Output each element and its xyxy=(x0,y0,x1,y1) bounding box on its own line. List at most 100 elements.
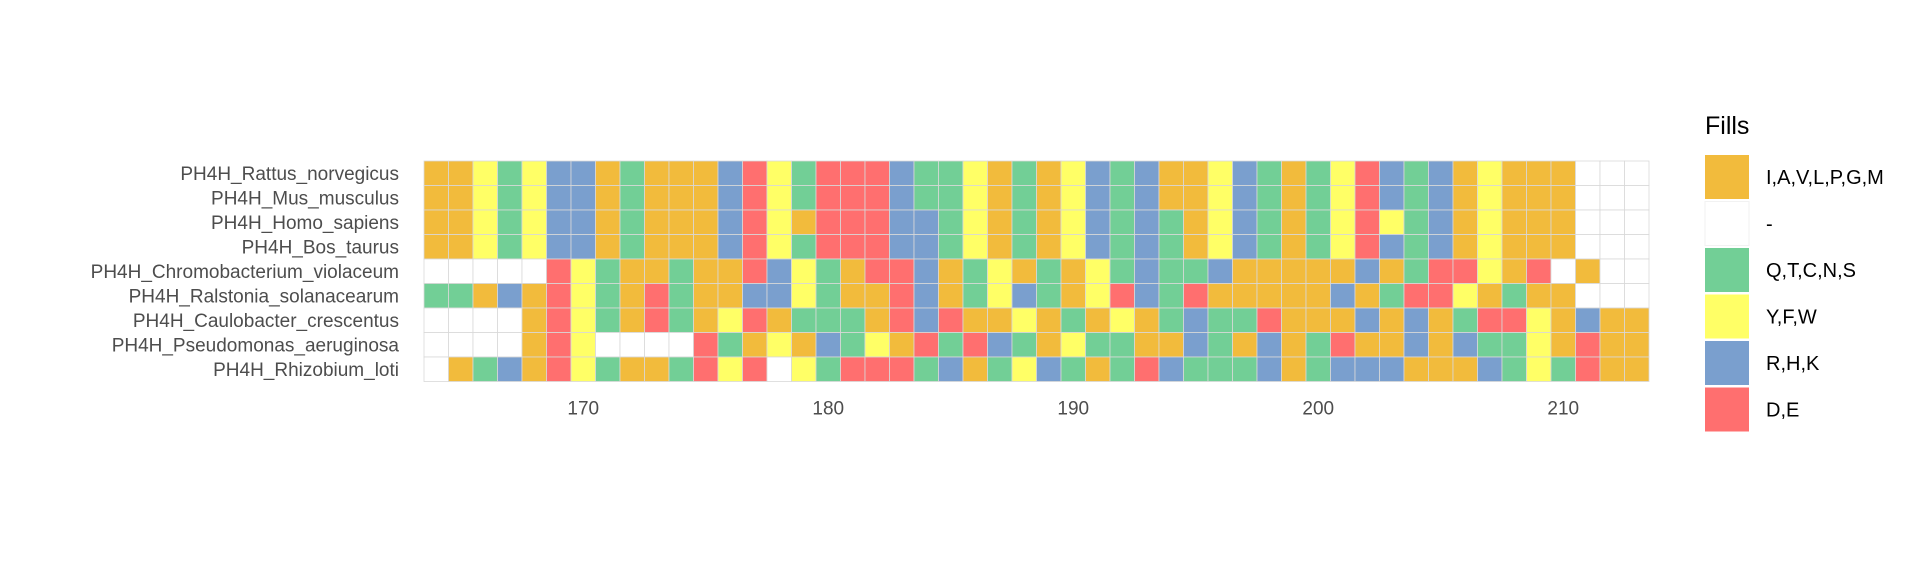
heatmap-cell xyxy=(448,283,474,309)
heatmap-cell xyxy=(1036,209,1062,235)
heatmap-cell xyxy=(521,307,547,333)
heatmap-cell xyxy=(595,307,621,333)
heatmap-cell xyxy=(1624,332,1650,358)
heatmap-cell xyxy=(1624,283,1650,309)
heatmap-cell xyxy=(497,160,523,186)
heatmap-cell xyxy=(1501,332,1527,358)
heatmap-cell xyxy=(1305,209,1331,235)
heatmap-cell xyxy=(1036,283,1062,309)
heatmap-cell xyxy=(1526,307,1552,333)
heatmap-cell xyxy=(1599,307,1625,333)
heatmap-cell xyxy=(742,234,768,260)
heatmap-cell xyxy=(1477,160,1503,186)
heatmap-cell xyxy=(1550,185,1576,211)
row-label: PH4H_Rattus_norvegicus xyxy=(180,164,399,185)
heatmap-cell xyxy=(791,356,817,382)
heatmap-cell xyxy=(1550,332,1576,358)
heatmap-cell xyxy=(864,160,890,186)
heatmap-cell xyxy=(668,209,694,235)
legend-key xyxy=(1705,341,1749,385)
heatmap-cell xyxy=(864,356,890,382)
heatmap-cell xyxy=(1477,356,1503,382)
heatmap-cell xyxy=(1060,185,1086,211)
heatmap-cell xyxy=(1134,185,1160,211)
heatmap-cell xyxy=(472,356,498,382)
heatmap-cell xyxy=(742,209,768,235)
heatmap-cell xyxy=(962,258,988,284)
heatmap-cell xyxy=(1403,283,1429,309)
heatmap-cell xyxy=(1428,356,1454,382)
heatmap-cell xyxy=(864,307,890,333)
row-label: PH4H_Bos_taurus xyxy=(242,237,399,258)
heatmap-cell xyxy=(791,307,817,333)
heatmap-cell xyxy=(717,356,743,382)
heatmap-cell xyxy=(913,332,939,358)
heatmap-cell xyxy=(1526,185,1552,211)
heatmap-cell xyxy=(1305,307,1331,333)
heatmap-cell xyxy=(962,234,988,260)
heatmap-cell xyxy=(668,356,694,382)
heatmap-cell xyxy=(938,160,964,186)
heatmap-cell xyxy=(913,160,939,186)
heatmap-cell xyxy=(423,283,449,309)
heatmap-cell xyxy=(987,160,1013,186)
heatmap-cell xyxy=(472,160,498,186)
heatmap-cell xyxy=(766,185,792,211)
heatmap-cell xyxy=(1403,258,1429,284)
heatmap-cell xyxy=(1207,332,1233,358)
heatmap-cell xyxy=(1158,283,1184,309)
heatmap-cell xyxy=(864,209,890,235)
heatmap-cell xyxy=(1550,160,1576,186)
heatmap-cell xyxy=(1109,185,1135,211)
heatmap-cell xyxy=(1085,332,1111,358)
heatmap-cell xyxy=(644,283,670,309)
heatmap-cell xyxy=(1599,209,1625,235)
heatmap-cell xyxy=(644,160,670,186)
heatmap-cell xyxy=(717,283,743,309)
heatmap-cell xyxy=(1354,332,1380,358)
heatmap-cell xyxy=(1379,258,1405,284)
heatmap-cell xyxy=(1477,307,1503,333)
heatmap-cell xyxy=(1183,332,1209,358)
heatmap-cell xyxy=(840,258,866,284)
heatmap-cell xyxy=(938,258,964,284)
heatmap-cell xyxy=(766,209,792,235)
heatmap-cell xyxy=(815,307,841,333)
heatmap-cell xyxy=(497,234,523,260)
heatmap-cell xyxy=(595,160,621,186)
heatmap-cell xyxy=(1109,258,1135,284)
heatmap-cell xyxy=(595,185,621,211)
heatmap-cell xyxy=(1452,234,1478,260)
heatmap-cell xyxy=(1085,356,1111,382)
row-label: PH4H_Ralstonia_solanacearum xyxy=(129,286,399,307)
heatmap-cell xyxy=(546,283,572,309)
legend-label: Q,T,C,N,S xyxy=(1766,260,1856,282)
heatmap-cell xyxy=(938,307,964,333)
legend-label: - xyxy=(1766,214,1773,236)
heatmap-cell xyxy=(546,258,572,284)
heatmap-cell xyxy=(913,185,939,211)
heatmap-cell xyxy=(1330,209,1356,235)
heatmap-cell xyxy=(668,185,694,211)
heatmap-cell xyxy=(1232,209,1258,235)
heatmap-cell xyxy=(1305,160,1331,186)
heatmap-cell xyxy=(521,234,547,260)
heatmap-cell xyxy=(864,258,890,284)
heatmap-cell xyxy=(889,209,915,235)
heatmap-cell xyxy=(619,209,645,235)
heatmap-cell xyxy=(1134,160,1160,186)
heatmap-cell xyxy=(595,283,621,309)
heatmap-cell xyxy=(815,356,841,382)
heatmap-cell xyxy=(1575,258,1601,284)
x-axis: 170 180 190 200 210 xyxy=(567,399,1579,420)
row-label: PH4H_Caulobacter_crescentus xyxy=(133,311,399,332)
heatmap-cell xyxy=(668,307,694,333)
heatmap-cell xyxy=(815,234,841,260)
heatmap-cell xyxy=(1109,283,1135,309)
heatmap-cell xyxy=(1526,283,1552,309)
heatmap-cell xyxy=(913,209,939,235)
heatmap-cell xyxy=(889,332,915,358)
heatmap-cell xyxy=(791,160,817,186)
heatmap-cell xyxy=(1036,307,1062,333)
heatmap-cell xyxy=(913,283,939,309)
